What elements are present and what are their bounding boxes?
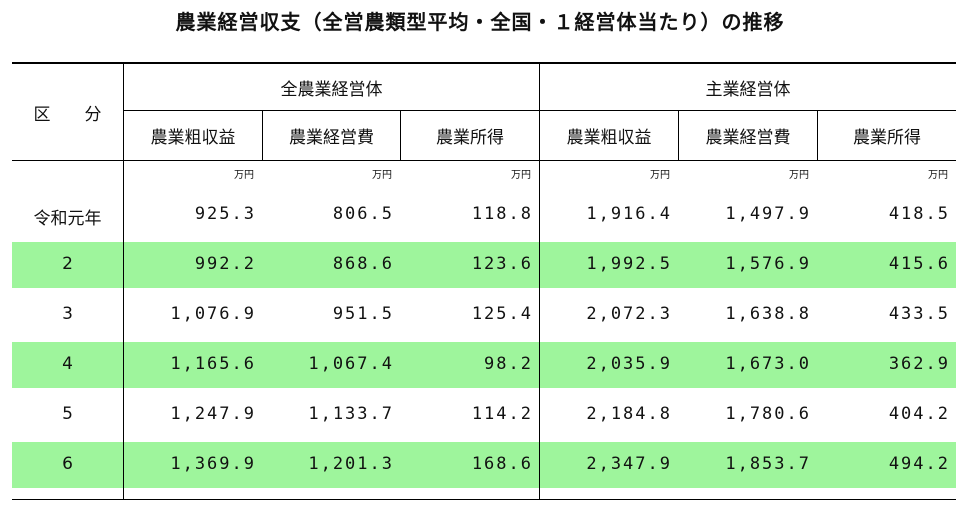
unit-label: 万円: [372, 170, 392, 181]
farm-income-table: 区 分 全農業経営体 主業経営体 農業粗収益 農業経営費 農業所得 農業粗収益 …: [12, 62, 956, 500]
row-label: 2: [62, 254, 73, 274]
table-cell: 415.6: [888, 254, 950, 274]
table-cell: 118.8: [471, 204, 533, 224]
column-header: 農業粗収益: [150, 128, 236, 148]
row-header-divider: [123, 62, 124, 500]
table-bottom-rule: [12, 499, 956, 500]
table-cell: 2,035.9: [586, 354, 672, 374]
column-divider: [400, 110, 401, 161]
table-cell: 951.5: [332, 304, 394, 324]
table-cell: 125.4: [471, 304, 533, 324]
table-cell: 1,638.8: [725, 304, 811, 324]
table-cell: 2,072.3: [586, 304, 672, 324]
table-cell: 98.2: [484, 354, 533, 374]
table-cell: 868.6: [332, 254, 394, 274]
table-cell: 925.3: [194, 204, 256, 224]
row-label: 5: [62, 404, 73, 424]
table-cell: 1,497.9: [725, 204, 811, 224]
table-cell: 1,992.5: [586, 254, 672, 274]
table-cell: 806.5: [332, 204, 394, 224]
page-title: 農業経営収支（全営農類型平均・全国・１経営体当たり）の推移: [175, 10, 785, 34]
group-header-all: 全農業経営体: [280, 79, 383, 100]
table-cell: 1,133.7: [308, 404, 394, 424]
row-label: 4: [62, 354, 73, 374]
row-header-label: 区 分: [33, 104, 102, 125]
column-divider: [817, 110, 818, 161]
unit-label: 万円: [511, 170, 531, 181]
table-cell: 2,347.9: [586, 454, 672, 474]
unit-label: 万円: [789, 170, 809, 181]
row-label: 令和元年: [33, 209, 102, 229]
column-header: 農業経営費: [705, 128, 791, 148]
row-highlight: [12, 342, 956, 388]
row-label: 3: [62, 304, 73, 324]
table-cell: 1,067.4: [308, 354, 394, 374]
row-highlight: [12, 442, 956, 488]
table-cell: 114.2: [471, 404, 533, 424]
table-cell: 433.5: [888, 304, 950, 324]
row-label: 6: [62, 454, 73, 474]
table-cell: 1,165.6: [170, 354, 256, 374]
row-highlight: [12, 242, 956, 288]
table-cell: 168.6: [471, 454, 533, 474]
table-cell: 418.5: [888, 204, 950, 224]
table-cell: 1,076.9: [170, 304, 256, 324]
header-bottom-rule: [12, 160, 956, 161]
column-header: 農業所得: [436, 128, 504, 148]
column-header: 農業経営費: [289, 128, 374, 148]
column-header: 農業粗収益: [566, 128, 652, 148]
table-cell: 992.2: [194, 254, 256, 274]
table-cell: 123.6: [471, 254, 533, 274]
table-cell: 1,853.7: [725, 454, 811, 474]
table-cell: 1,916.4: [586, 204, 672, 224]
table-cell: 1,780.6: [725, 404, 811, 424]
table-cell: 1,576.9: [725, 254, 811, 274]
column-divider: [262, 110, 263, 161]
table-cell: 1,247.9: [170, 404, 256, 424]
table-top-rule: [12, 62, 956, 64]
unit-label: 万円: [928, 170, 948, 181]
table-cell: 2,184.8: [586, 404, 672, 424]
table-cell: 1,201.3: [308, 454, 394, 474]
table-cell: 404.2: [888, 404, 950, 424]
column-divider: [678, 110, 679, 161]
table-cell: 1,673.0: [725, 354, 811, 374]
column-header: 農業所得: [853, 128, 921, 148]
table-cell: 362.9: [888, 354, 950, 374]
unit-label: 万円: [234, 170, 254, 181]
group-header-main: 主業経営体: [705, 79, 791, 100]
group-divider-vertical: [539, 62, 540, 500]
unit-label: 万円: [650, 170, 670, 181]
table-cell: 1,369.9: [170, 454, 256, 474]
table-cell: 494.2: [888, 454, 950, 474]
